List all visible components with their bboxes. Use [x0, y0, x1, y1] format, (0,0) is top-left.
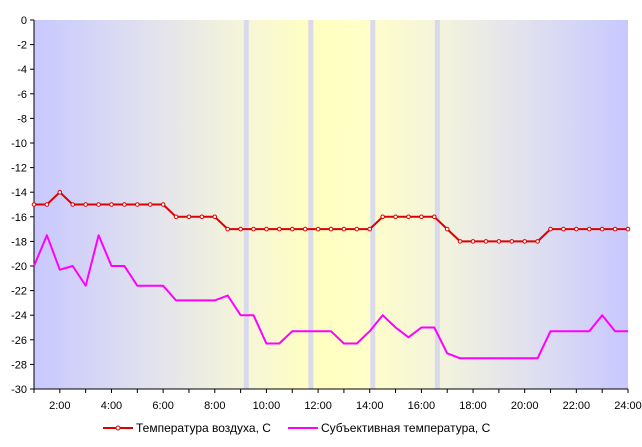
time-band — [370, 20, 376, 389]
legend-label: Температура воздуха, С — [136, 421, 271, 435]
data-point — [122, 202, 127, 207]
y-tick-label: -4 — [17, 64, 27, 76]
data-point — [509, 239, 515, 244]
data-point — [496, 239, 502, 244]
y-tick-label: -10 — [11, 138, 27, 150]
data-point — [251, 226, 256, 232]
data-point — [44, 202, 50, 207]
legend-item-2: Субъективная температура, С — [288, 421, 491, 435]
data-point — [70, 202, 76, 207]
data-point — [625, 226, 631, 232]
legend-item-1: Температура воздуха, С — [103, 421, 271, 435]
data-point — [289, 226, 295, 232]
data-point — [444, 226, 450, 232]
series-line — [33, 234, 628, 360]
y-tick-label: -2 — [17, 40, 27, 52]
time-bands — [243, 20, 440, 389]
data-point — [432, 214, 437, 220]
data-point — [199, 214, 205, 220]
y-tick-label: -22 — [11, 286, 27, 298]
data-point — [380, 214, 385, 220]
data-point — [470, 239, 476, 244]
data-point — [457, 239, 463, 244]
data-point — [406, 214, 411, 220]
data-point — [483, 239, 489, 244]
data-point — [599, 226, 605, 232]
data-point — [96, 202, 101, 207]
x-tick-label: 14:00 — [356, 400, 384, 412]
data-point — [173, 214, 179, 220]
x-tick-label: 22:00 — [563, 400, 591, 412]
data-point — [393, 214, 398, 220]
data-point — [225, 226, 230, 232]
data-point — [302, 226, 308, 232]
data-point — [83, 202, 88, 207]
series-2 — [33, 234, 628, 360]
data-point — [277, 226, 282, 232]
data-point — [586, 226, 592, 232]
data-point — [147, 202, 153, 207]
y-tick-label: 0 — [21, 15, 27, 27]
data-point — [135, 202, 140, 207]
x-tick-label: 2:00 — [49, 400, 70, 412]
data-point — [535, 239, 540, 244]
data-point — [612, 226, 618, 232]
time-band — [434, 20, 440, 389]
axes: 0 -2 -4 -6 -8 -10 -12 -14 -16 -18 -20 -22 -24 -26 -28 -… — [11, 15, 642, 412]
data-point — [212, 214, 218, 220]
y-tick-label: -20 — [11, 261, 27, 273]
data-point — [522, 239, 527, 244]
data-point — [561, 226, 566, 232]
x-tick-label: 4:00 — [101, 400, 122, 412]
y-tick-label: -30 — [11, 384, 27, 396]
data-point — [548, 226, 553, 232]
series-layer — [31, 189, 631, 360]
y-tick-label: -8 — [17, 113, 27, 125]
x-tick-label: 10:00 — [253, 400, 281, 412]
series-1 — [31, 189, 631, 244]
data-point — [315, 226, 321, 232]
time-band — [308, 20, 314, 389]
x-tick-label: 6:00 — [152, 400, 173, 412]
data-point — [31, 202, 37, 207]
data-point — [238, 226, 243, 232]
data-point — [160, 202, 166, 207]
data-point — [57, 189, 63, 195]
data-point — [264, 226, 269, 232]
y-tick-label: -18 — [11, 236, 27, 248]
x-tick-label: 24:00 — [614, 400, 642, 412]
legend-marker — [115, 425, 121, 431]
x-tick-label: 18:00 — [459, 400, 487, 412]
x-tick-label: 16:00 — [408, 400, 436, 412]
y-tick-label: -12 — [11, 163, 27, 175]
legend: Температура воздуха, С Субъективная темпе… — [103, 421, 491, 435]
data-point — [186, 214, 192, 220]
y-tick-label: -28 — [11, 359, 27, 371]
y-tick-label: -6 — [17, 89, 27, 101]
x-tick-label: 12:00 — [304, 400, 332, 412]
legend-label: Субъективная температура, С — [321, 421, 491, 435]
y-tick-label: -26 — [11, 335, 27, 347]
y-tick-label: -16 — [11, 212, 27, 224]
time-band — [243, 20, 249, 389]
y-tick-label: -24 — [11, 310, 27, 322]
data-point — [419, 214, 424, 220]
data-point — [574, 226, 579, 232]
data-point — [109, 202, 114, 207]
data-point — [354, 226, 360, 232]
data-point — [367, 226, 373, 232]
data-point — [341, 226, 347, 232]
x-tick-label: 8:00 — [204, 400, 225, 412]
x-tick-label: 20:00 — [511, 400, 539, 412]
data-point — [328, 226, 334, 232]
y-tick-label: -14 — [11, 187, 27, 199]
